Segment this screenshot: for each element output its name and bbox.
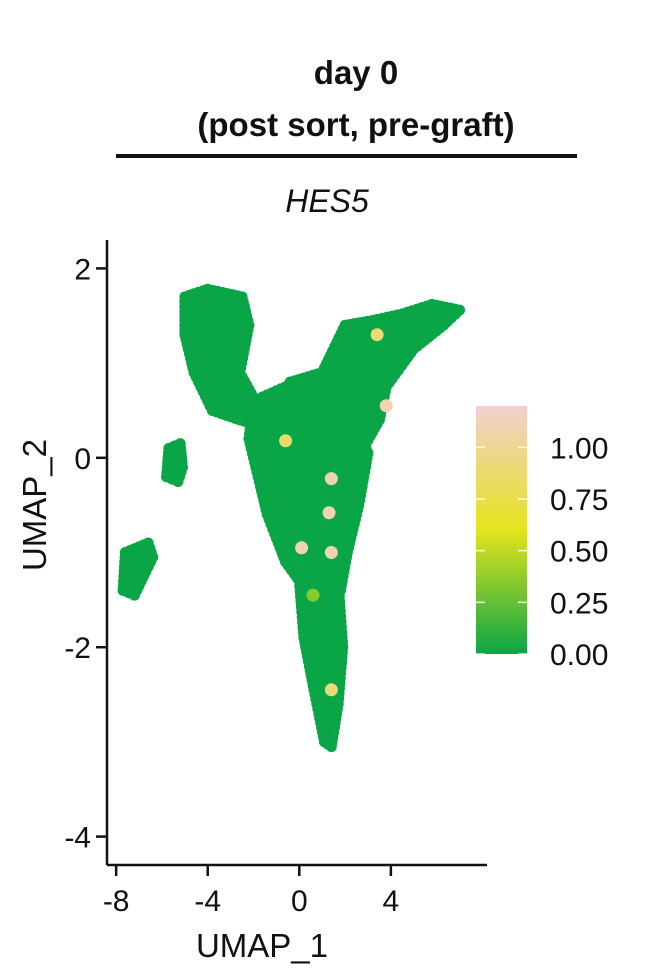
x-axis-ticks: -8 -4 0 4 [103,865,399,918]
x-axis-label: UMAP_1 [196,927,328,964]
expressing-cell-point [370,328,384,342]
expressing-cell-point [306,588,320,602]
cell-point [119,551,131,563]
y-tick-label: 2 [74,253,91,286]
expressing-cell-point [324,472,338,486]
header-title-line2: (post sort, pre-graft) [197,106,514,143]
legend-ticks: 1.00 0.75 0.50 0.25 0.00 [476,432,608,672]
expressing-cell-point [324,546,338,559]
y-axis-label: UMAP_2 [16,439,53,571]
legend-label: 0.00 [550,639,608,672]
y-tick-label: 0 [74,443,91,476]
x-tick-label: -4 [194,885,221,918]
cell-point [162,447,174,459]
expressing-cell-point [379,399,393,413]
highlight-layer [279,328,393,697]
cell-point [294,580,306,592]
cluster-layer [117,283,466,753]
cell-point [247,400,259,412]
expressing-cell-point [322,506,336,520]
legend-label: 1.00 [550,432,608,465]
legend-label: 0.25 [550,587,608,620]
expressing-cell-point [295,541,309,555]
y-tick-label: -2 [64,632,91,665]
legend-label: 0.50 [550,536,608,569]
x-tick-label: 4 [383,885,400,918]
y-axis-ticks: -4 -2 0 2 [64,253,107,855]
chart-title: HES5 [285,183,369,219]
cluster-small-island [161,438,189,487]
cell-point [179,296,191,308]
legend-label: 0.75 [550,484,608,517]
header-title-line1: day 0 [314,54,398,91]
cluster-lower-stem [293,575,349,753]
cluster-far-island [117,537,159,601]
expressing-cell-point [279,434,293,448]
x-tick-label: 0 [291,885,308,918]
y-tick-label: -4 [64,822,91,855]
legend-colorbar [476,406,527,654]
expressing-cell-point [324,683,338,697]
x-tick-label: -8 [103,885,130,918]
